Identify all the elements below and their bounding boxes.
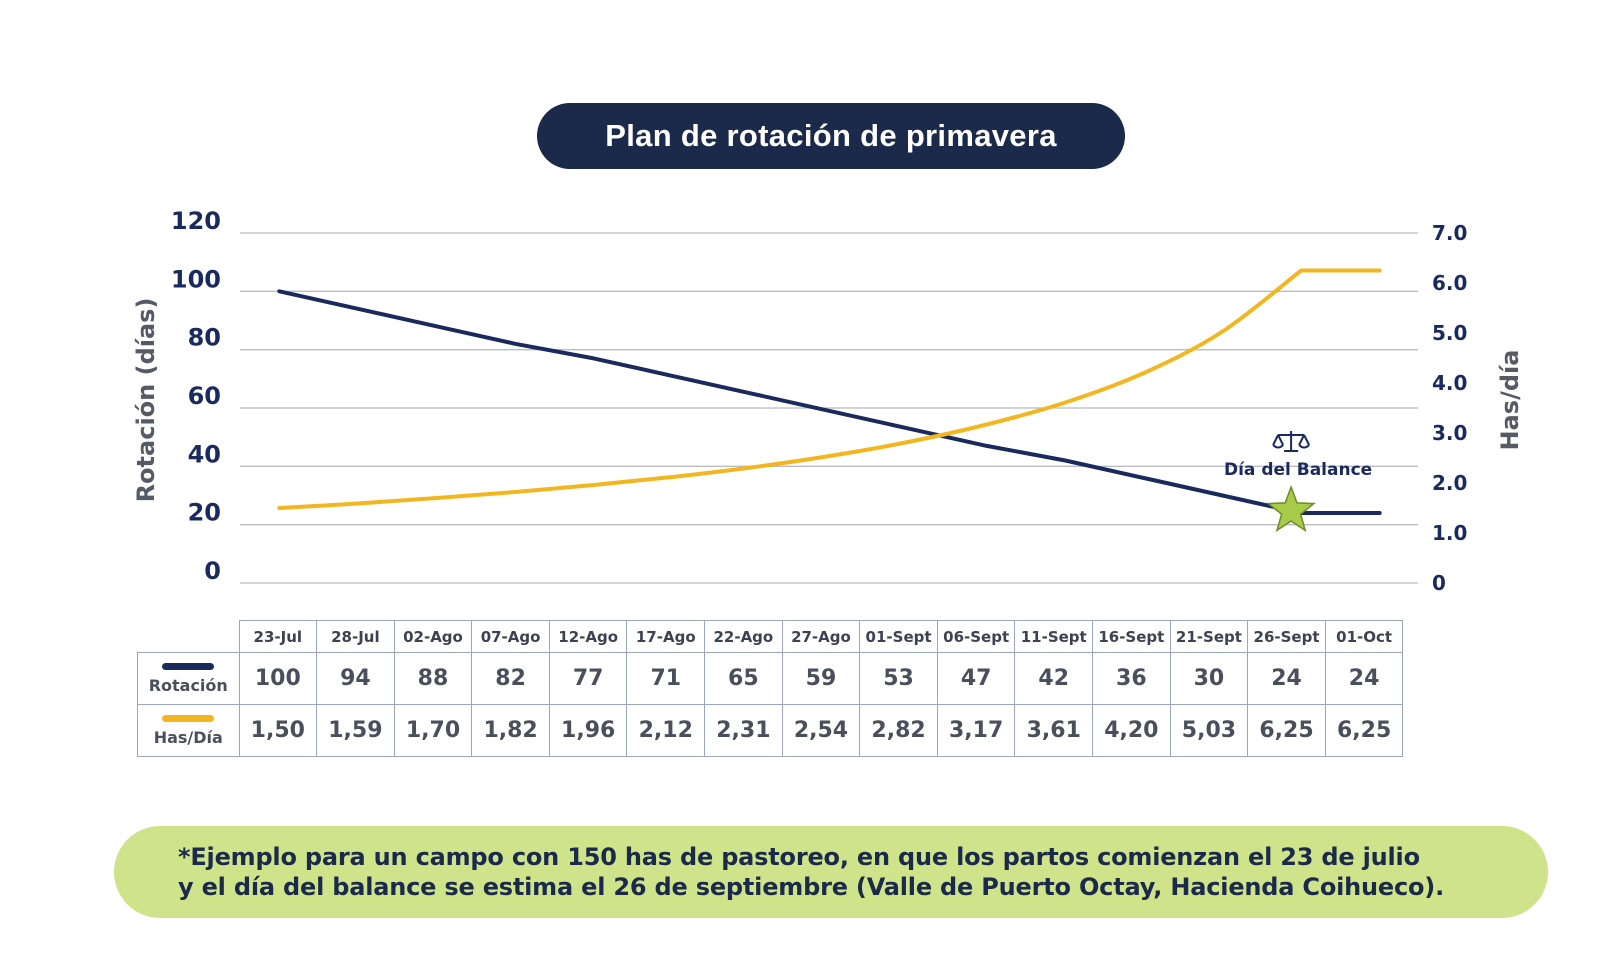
y-left-tick-label: 0 — [204, 557, 221, 585]
category-header: 01-Sept — [859, 620, 938, 653]
table-cell: 82 — [471, 652, 550, 705]
table-cell: 3,17 — [936, 704, 1016, 757]
table-cell: 53 — [859, 652, 938, 705]
series-label-rotacion: Rotación — [137, 652, 240, 705]
table-cell: 65 — [704, 652, 783, 705]
table-cell: 94 — [316, 652, 395, 705]
table-cell: 3,61 — [1014, 704, 1094, 757]
table-cell: 1,82 — [471, 704, 550, 757]
table-cell: 100 — [238, 652, 318, 705]
y-left-tick-label: 100 — [171, 265, 221, 293]
series-label-text: Has/Día — [153, 727, 223, 747]
y-left-tick-label: 20 — [188, 499, 221, 527]
table-cell: 88 — [393, 652, 473, 705]
table-cell: 5,03 — [1169, 704, 1249, 757]
category-header: 16-Sept — [1092, 620, 1171, 653]
table-cell: 24 — [1324, 652, 1404, 705]
table-row-rotacion: Rotación 100 94 88 82 77 71 65 59 53 47 42 36 30 24 24 — [137, 652, 1404, 705]
table-corner — [137, 620, 240, 653]
table-cell: 42 — [1014, 652, 1094, 705]
y-right-tick-label: 2.0 — [1432, 471, 1467, 495]
table-cell: 6,25 — [1324, 704, 1404, 757]
table-cell: 1,70 — [393, 704, 473, 757]
y-left-tick-label: 80 — [188, 324, 221, 352]
category-header: 28-Jul — [316, 620, 395, 653]
y-right-tick-label: 5.0 — [1432, 321, 1467, 345]
scale-pan-left — [1272, 434, 1284, 449]
footnote-line-1: *Ejemplo para un campo con 150 has de pa… — [178, 843, 1420, 871]
category-header: 11-Sept — [1014, 620, 1094, 653]
table-cell: 2,54 — [781, 704, 861, 757]
y-right-tick-label: 0 — [1432, 571, 1446, 595]
table-cell: 24 — [1247, 652, 1326, 705]
series-line-rotacion — [277, 289, 1382, 515]
y-left-axis-title: Rotación (días) — [132, 298, 160, 503]
has-dia-legend-swatch — [162, 714, 215, 722]
table-cell: 2,31 — [704, 704, 783, 757]
balance-star-marker — [1266, 484, 1316, 533]
category-header: 06-Sept — [936, 620, 1016, 653]
category-header: 17-Ago — [626, 620, 706, 653]
chart-area: 0 20 40 60 80 100 120 0 1.0 2.0 3.0 4.0 5.0 6.0 7.0 Rot… — [132, 207, 1524, 595]
y-right-tick-label: 7.0 — [1432, 221, 1467, 245]
table-cell: 1,59 — [316, 704, 395, 757]
y-right-tick-label: 1.0 — [1432, 521, 1467, 545]
chart-title: Plan de rotación de primavera — [537, 103, 1125, 169]
category-header: 12-Ago — [548, 620, 628, 653]
footnote-line-2: y el día del balance se estima el 26 de … — [178, 873, 1444, 901]
series-line-has-dia — [277, 268, 1382, 510]
y-right-tick-label: 3.0 — [1432, 421, 1467, 445]
table-row-has-dia: Has/Día 1,50 1,59 1,70 1,82 1,96 2,12 2,31 2,54… — [137, 704, 1404, 757]
category-header: 02-Ago — [393, 620, 473, 653]
table-cell: 30 — [1169, 652, 1249, 705]
y-right-tick-label: 6.0 — [1432, 271, 1467, 295]
y-left-tick-label: 60 — [188, 382, 221, 410]
table-cell: 71 — [626, 652, 706, 705]
table-cell: 2,82 — [859, 704, 938, 757]
table-cell: 1,50 — [238, 704, 318, 757]
series-label-has-dia: Has/Día — [137, 704, 240, 757]
balance-day-label: Día del Balance — [1224, 460, 1372, 480]
table-cell: 77 — [548, 652, 628, 705]
table-cell: 6,25 — [1247, 704, 1326, 757]
rotacion-legend-swatch — [162, 662, 215, 670]
series-label-text: Rotación — [148, 675, 228, 695]
category-header: 22-Ago — [704, 620, 783, 653]
y-right-axis-title: Has/día — [1496, 350, 1524, 451]
table-cell: 2,12 — [626, 704, 706, 757]
y-left-tick-label: 120 — [171, 207, 221, 235]
table-cell: 4,20 — [1092, 704, 1171, 757]
footnote-banner: *Ejemplo para un campo con 150 has de pa… — [114, 826, 1548, 918]
table-cell: 36 — [1092, 652, 1171, 705]
table-cell: 1,96 — [548, 704, 628, 757]
category-header: 26-Sept — [1247, 620, 1326, 653]
scale-pan-right — [1298, 434, 1310, 449]
category-header: 21-Sept — [1169, 620, 1249, 653]
table-cell: 47 — [936, 652, 1016, 705]
table-cell: 59 — [781, 652, 861, 705]
y-left-tick-label: 40 — [188, 440, 221, 468]
data-table: 23-Jul 28-Jul 02-Ago 07-Ago 12-Ago 17-Ago 22-A… — [137, 620, 1404, 757]
category-header: 01-Oct — [1324, 620, 1404, 653]
category-header: 27-Ago — [781, 620, 861, 653]
y-right-tick-label: 4.0 — [1432, 371, 1467, 395]
table-header-row: 23-Jul 28-Jul 02-Ago 07-Ago 12-Ago 17-Ago 22-A… — [137, 620, 1404, 653]
balance-scale-icon — [1272, 431, 1310, 452]
category-header: 23-Jul — [238, 620, 318, 653]
category-header: 07-Ago — [471, 620, 550, 653]
